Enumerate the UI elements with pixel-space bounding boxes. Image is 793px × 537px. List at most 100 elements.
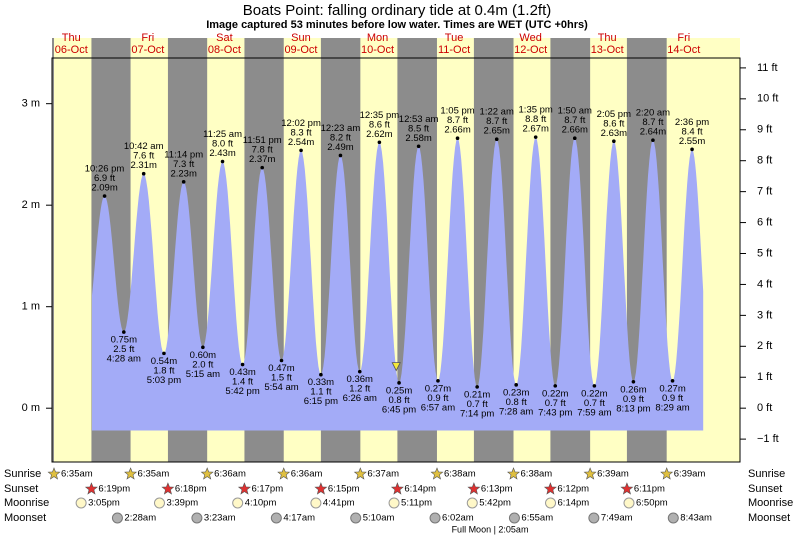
tide-label: 2.09m — [91, 183, 117, 194]
tide-point — [514, 383, 518, 387]
tide-label: 8.2 ft — [330, 132, 351, 143]
tide-point — [319, 372, 323, 377]
tide-label: 1.5 ft — [271, 373, 292, 384]
y2-tick-label: 4 ft — [757, 278, 772, 290]
y2-tick-label: −1 ft — [757, 433, 779, 445]
row-time: 6:36am — [214, 469, 246, 480]
tide-label: 0.43m — [229, 367, 255, 378]
day-weekday: Thu — [598, 32, 617, 44]
tide-label: 11:25 am — [203, 129, 242, 140]
y2-tick-label: 6 ft — [757, 216, 772, 228]
tide-label: 8:29 am — [655, 402, 689, 413]
moonrise-icon — [466, 497, 478, 509]
tide-label: 10:26 pm — [85, 164, 125, 175]
row-time: 6:02am — [442, 513, 474, 524]
day-date: 14-Oct — [667, 44, 700, 56]
day-date: 11-Oct — [438, 44, 470, 56]
tide-label: 0.22m — [542, 388, 568, 399]
sunrise-icon — [660, 467, 674, 480]
sunset-icon — [620, 482, 634, 495]
tide-point — [162, 351, 166, 356]
sunrise-icon — [430, 467, 444, 480]
tide-point — [220, 159, 225, 164]
tide-label: 7:59 am — [577, 407, 611, 418]
tide-label: 2.64m — [640, 127, 666, 138]
row-time: 6:14pm — [404, 484, 436, 495]
tide-label: 12:35 pm — [360, 110, 400, 121]
tide-point — [651, 138, 655, 143]
moonset-icon — [191, 512, 203, 524]
moonrise-icon — [75, 497, 87, 509]
tide-label: 1:05 pm — [440, 106, 474, 117]
row-time: 8:43am — [680, 513, 712, 524]
y2-tick-label: 1 ft — [757, 371, 772, 383]
tide-label: 2.62m — [366, 129, 392, 140]
tide-point — [690, 147, 694, 152]
tide-label: 7.8 ft — [252, 145, 273, 156]
tide-label: 2.31m — [130, 160, 156, 171]
tide-label: 2.23m — [170, 168, 196, 179]
tide-label: 0.22m — [581, 388, 607, 399]
tide-label: 8.3 ft — [291, 127, 312, 138]
row-label: Sunrise — [748, 468, 785, 480]
y2-tick-label: 3 ft — [757, 309, 772, 321]
tide-label: 8.5 ft — [408, 123, 429, 134]
tide-label: 6.9 ft — [94, 173, 115, 184]
tide-label: 2.49m — [327, 142, 353, 153]
tide-label: 8.6 ft — [369, 119, 390, 130]
tide-label: 11:14 pm — [164, 149, 203, 160]
tide-label: 8.7 ft — [486, 116, 507, 127]
day-date: 10-Oct — [361, 44, 394, 56]
row-label: Sunset — [4, 483, 38, 495]
moonset-icon — [667, 512, 679, 524]
tide-label: 0.27m — [659, 383, 685, 394]
tide-label: 5:54 am — [264, 382, 298, 393]
tide-label: 0.8 ft — [506, 397, 527, 408]
tide-label: 2.66m — [444, 125, 470, 136]
tide-point — [181, 180, 186, 184]
row-time: 6:15pm — [328, 484, 360, 495]
tide-label: 6:15 pm — [304, 396, 338, 407]
sunrise-icon — [200, 467, 214, 480]
tide-label: 2:36 pm — [675, 117, 709, 128]
row-label: Moonset — [748, 512, 790, 524]
sunrise-icon — [583, 467, 597, 480]
sunset-icon — [390, 482, 404, 495]
tide-point — [670, 378, 675, 383]
row-time: 6:39am — [674, 469, 706, 480]
row-time: 3:23am — [204, 513, 236, 524]
tide-label: 7:43 pm — [538, 407, 572, 418]
tide-label: 1.1 ft — [310, 387, 331, 398]
tide-label: 2.37m — [249, 154, 275, 165]
row-time: 6:14pm — [558, 498, 590, 509]
tide-point — [533, 135, 538, 139]
tide-label: 12:53 am — [399, 114, 439, 125]
tide-label: 0.8 ft — [388, 395, 409, 406]
tide-label: 8.6 ft — [603, 118, 624, 129]
tide-label: 4:28 am — [107, 354, 141, 365]
tide-label: 7.6 ft — [133, 151, 154, 162]
sunset-icon — [467, 482, 481, 495]
row-time: 6:55am — [521, 513, 553, 524]
tide-label: 8.8 ft — [525, 114, 546, 125]
tide-label: 8.7 ft — [564, 115, 585, 126]
day-date: 13-Oct — [591, 44, 624, 56]
tide-label: 5:03 pm — [147, 375, 181, 386]
moonset-icon — [270, 512, 282, 524]
tide-point — [338, 153, 343, 158]
tide-point — [377, 140, 382, 145]
row-time: 5:42pm — [479, 498, 511, 509]
tide-label: 8.4 ft — [681, 126, 702, 137]
tide-label: 0.7 ft — [467, 399, 488, 410]
day-weekday: Sat — [216, 32, 233, 44]
row-label: Moonrise — [4, 497, 49, 509]
row-time: 6:35am — [61, 469, 93, 480]
y2-tick-label: 8 ft — [757, 155, 772, 167]
row-label: Sunrise — [4, 468, 41, 480]
tide-label: 7:14 pm — [460, 408, 494, 419]
tide-label: 2.65m — [484, 126, 510, 137]
daylight-band — [54, 38, 92, 462]
tide-label: 0.47m — [268, 363, 294, 374]
tide-label: 0.23m — [503, 387, 529, 398]
y2-tick-label: 7 ft — [757, 186, 772, 198]
